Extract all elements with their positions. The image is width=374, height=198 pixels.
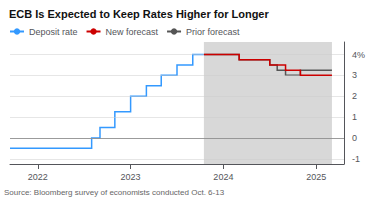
svg-text:0: 0 bbox=[352, 133, 357, 143]
svg-text:2025: 2025 bbox=[306, 172, 326, 182]
svg-text:2022: 2022 bbox=[28, 172, 48, 182]
svg-text:2023: 2023 bbox=[121, 172, 141, 182]
svg-text:-1: -1 bbox=[352, 154, 360, 164]
svg-text:Prior forecast: Prior forecast bbox=[186, 27, 240, 37]
svg-text:Deposit rate: Deposit rate bbox=[29, 27, 78, 37]
svg-text:1: 1 bbox=[352, 112, 357, 122]
svg-text:3: 3 bbox=[352, 70, 357, 80]
svg-text:4%: 4% bbox=[352, 50, 365, 60]
svg-text:ECB Is Expected to Keep Rates: ECB Is Expected to Keep Rates Higher for… bbox=[9, 8, 269, 20]
svg-text:2: 2 bbox=[352, 91, 357, 101]
svg-text:2024: 2024 bbox=[213, 172, 233, 182]
svg-text:Source: Bloomberg survey of ec: Source: Bloomberg survey of economists c… bbox=[4, 188, 225, 197]
svg-text:New forecast: New forecast bbox=[106, 27, 159, 37]
